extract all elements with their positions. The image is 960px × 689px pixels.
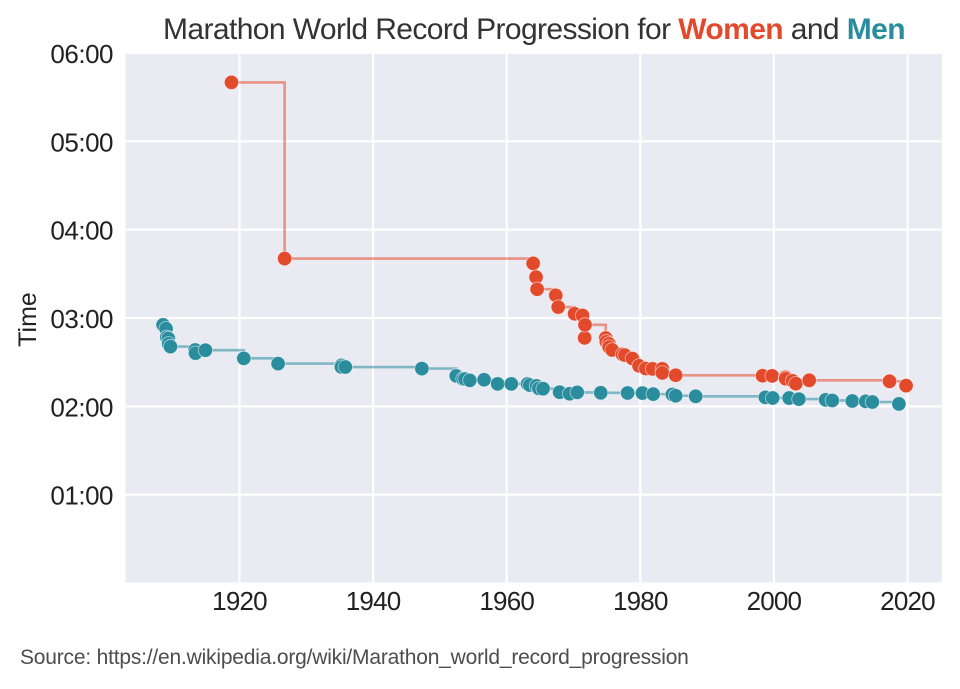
svg-text:04:00: 04:00 [50,216,113,246]
svg-text:Marathon World Record Progress: Marathon World Record Progression for Wo… [163,13,905,46]
svg-text:2020: 2020 [880,586,935,616]
svg-text:06:00: 06:00 [50,39,113,69]
svg-text:Source: https://en.wikipedia.o: Source: https://en.wikipedia.org/wiki/Ma… [20,646,689,669]
svg-text:05:00: 05:00 [50,127,113,157]
svg-text:2000: 2000 [747,586,802,616]
svg-text:Time: Time [14,292,42,347]
svg-text:1940: 1940 [346,586,401,616]
svg-text:03:00: 03:00 [50,304,113,334]
svg-text:1980: 1980 [613,586,668,616]
svg-text:1960: 1960 [479,586,534,616]
svg-text:1920: 1920 [212,586,267,616]
svg-text:02:00: 02:00 [50,392,113,422]
svg-text:01:00: 01:00 [50,481,113,511]
